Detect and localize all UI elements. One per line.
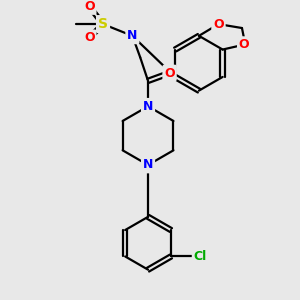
Text: O: O [213,18,224,31]
Text: N: N [127,29,138,42]
Text: O: O [84,31,95,44]
Text: O: O [164,67,175,80]
Text: Cl: Cl [194,250,207,263]
Text: O: O [84,0,95,13]
Text: N: N [143,158,153,172]
Text: N: N [143,100,153,113]
Text: S: S [98,17,108,31]
Text: O: O [239,38,250,51]
